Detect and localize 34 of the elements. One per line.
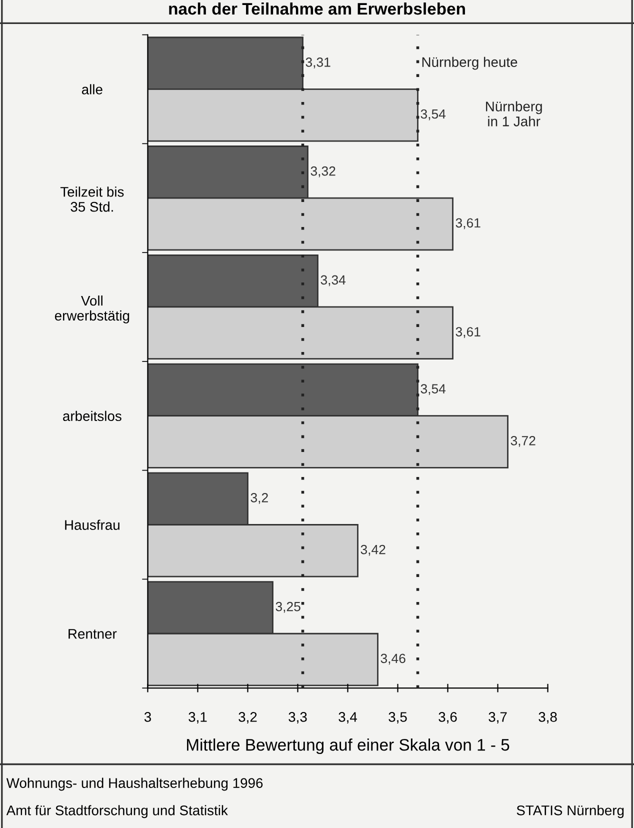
data-label: 3,25 — [276, 602, 300, 613]
x-tick-label: 3,8 — [538, 712, 557, 724]
x-tick-label: 3,2 — [238, 712, 257, 724]
y-tick-label: arbeitslos — [63, 410, 122, 422]
y-tick-label: Voll erwerbstätig — [54, 295, 130, 324]
text: Nürnberg in 1 Jahr — [486, 101, 542, 126]
data-label: 3,54 — [420, 109, 446, 120]
data-label: 3,61 — [456, 327, 480, 338]
data-label: 3,61 — [456, 218, 480, 230]
text: Amt für Stadtforschung und Statistik — [6, 805, 228, 818]
y-tick-label: Teilzeit bis 35 Std. — [60, 186, 124, 212]
x-tick-label: 3,5 — [388, 712, 407, 724]
data-label: 3,54 — [420, 384, 446, 396]
x-tick-label: 3,3 — [288, 712, 307, 724]
y-tick-label: alle — [82, 84, 102, 94]
data-label: 3,72 — [510, 436, 536, 447]
x-tick-label: 3 — [144, 712, 151, 722]
data-label: 3,34 — [320, 275, 346, 286]
text: Nürnberg heute — [422, 56, 518, 70]
data-label: 3,2 — [250, 493, 268, 504]
chart-title: nach der Teilnahme am Erwerbsleben — [169, 2, 465, 15]
x-tick-label: 3,1 — [188, 712, 207, 724]
y-tick-label: Hausfrau — [65, 520, 120, 530]
x-tick-label: 3,4 — [338, 712, 357, 724]
x-tick-label: 3,6 — [438, 712, 457, 724]
data-label: 3,42 — [360, 544, 386, 556]
text: Wohnungs- und Haushaltserhebung 1996 — [6, 778, 263, 791]
data-label: 3,46 — [380, 654, 406, 665]
x-tick-label: 3,7 — [488, 712, 507, 724]
data-label: 3,31 — [306, 57, 330, 68]
y-tick-label: Rentner — [68, 629, 117, 639]
x-axis-title: Mittlere Bewertung auf einer Skala von 1 - 5 — [187, 738, 510, 754]
text: STATIS Nürnberg — [516, 805, 624, 818]
data-label: 3,32 — [310, 166, 336, 178]
